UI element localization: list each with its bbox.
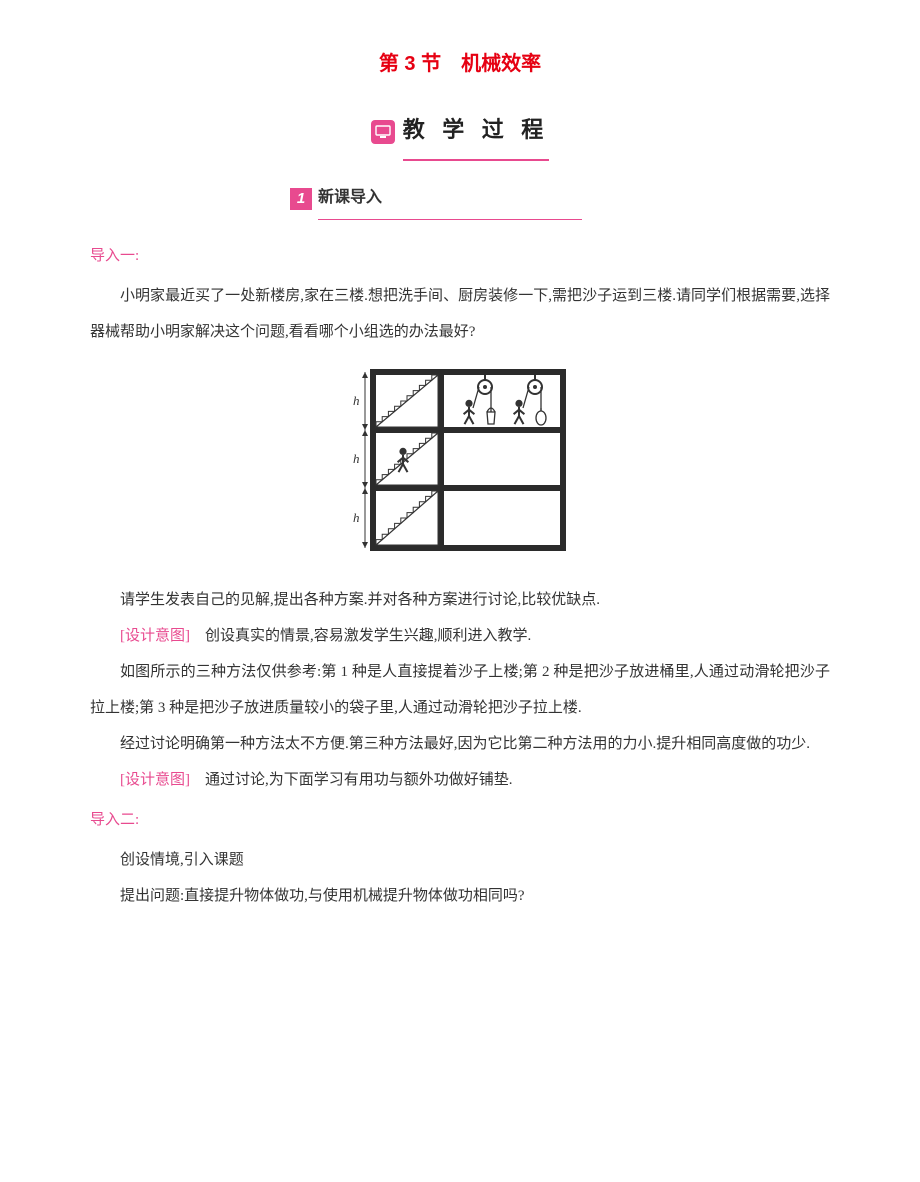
section-label: 新课导入 bbox=[318, 179, 582, 220]
design-intent-label: [设计意图] bbox=[120, 772, 190, 788]
svg-text:h: h bbox=[353, 510, 360, 525]
design-intent-label: [设计意图] bbox=[120, 628, 190, 644]
paragraph-3: 如图所示的三种方法仅供参考:第 1 种是人直接提着沙子上楼;第 2 种是把沙子放… bbox=[90, 654, 830, 726]
design-intent-text: 通过讨论,为下面学习有用功与额外功做好铺垫. bbox=[190, 772, 513, 788]
paragraph-2: 请学生发表自己的见解,提出各种方案.并对各种方案进行讨论,比较优缺点. bbox=[90, 582, 830, 618]
paragraph-1: 小明家最近买了一处新楼房,家在三楼.想把洗手间、厨房装修一下,需把沙子运到三楼.… bbox=[90, 278, 830, 350]
lead-1: 导入一: bbox=[90, 238, 830, 274]
svg-text:h: h bbox=[353, 393, 360, 408]
monitor-icon bbox=[371, 120, 395, 144]
section-number-badge: 1 bbox=[290, 188, 312, 210]
paragraph-6: 提出问题:直接提升物体做功,与使用机械提升物体做功相同吗? bbox=[90, 878, 830, 914]
svg-text:h: h bbox=[353, 451, 360, 466]
lead-2: 导入二: bbox=[90, 802, 830, 838]
design-intent-1: [设计意图] 创设真实的情景,容易激发学生兴趣,顺利进入教学. bbox=[90, 618, 830, 654]
design-intent-2: [设计意图] 通过讨论,为下面学习有用功与额外功做好铺垫. bbox=[90, 762, 830, 798]
building-methods-figure: h h h bbox=[90, 358, 830, 572]
teaching-process-header: 教 学 过 程 bbox=[90, 104, 830, 161]
teaching-process-label: 教 学 过 程 bbox=[403, 104, 550, 161]
paragraph-4: 经过讨论明确第一种方法太不方便.第三种方法最好,因为它比第二种方法用的力小.提升… bbox=[90, 726, 830, 762]
design-intent-text: 创设真实的情景,容易激发学生兴趣,顺利进入教学. bbox=[190, 628, 531, 644]
paragraph-5: 创设情境,引入课题 bbox=[90, 842, 830, 878]
page-title: 第 3 节 机械效率 bbox=[90, 40, 830, 88]
section-header: 1 新课导入 bbox=[290, 179, 830, 220]
